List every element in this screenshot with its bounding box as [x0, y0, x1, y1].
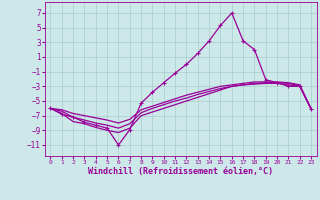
X-axis label: Windchill (Refroidissement éolien,°C): Windchill (Refroidissement éolien,°C) [88, 167, 273, 176]
